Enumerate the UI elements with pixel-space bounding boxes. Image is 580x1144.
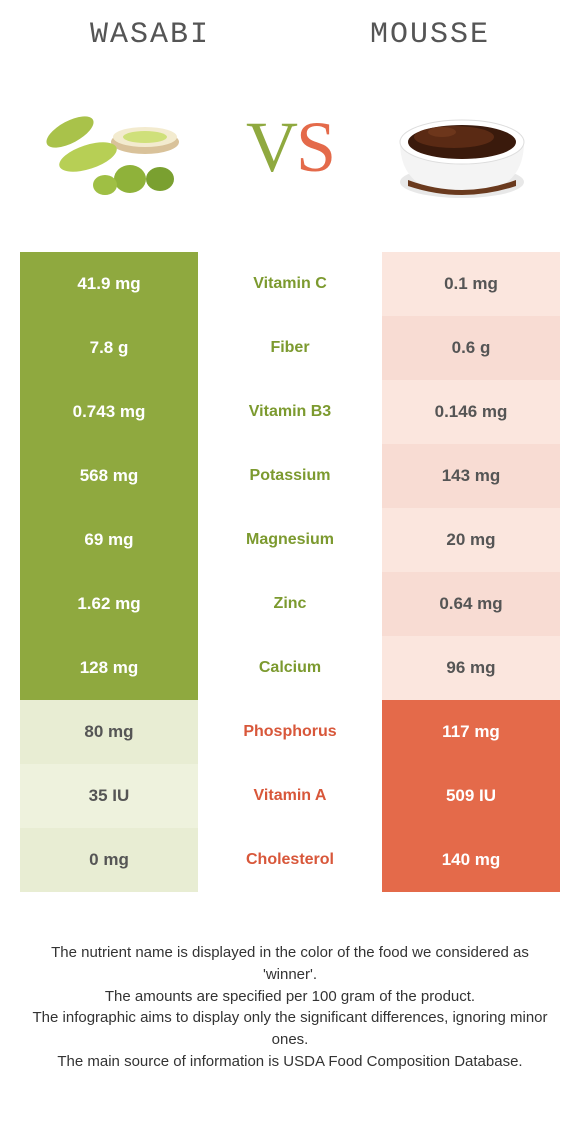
footer-notes: The nutrient name is displayed in the co… [0,892,580,1073]
food-right-title: MOUSSE [370,18,490,52]
nutrient-name: Cholesterol [200,828,380,892]
table-row: 1.62 mgZinc0.64 mg [20,572,560,636]
nutrient-name: Zinc [200,572,380,636]
value-right: 0.6 g [380,316,560,380]
value-right: 20 mg [380,508,560,572]
table-row: 41.9 mgVitamin C0.1 mg [20,252,560,316]
header-row: WASABI MOUSSE [0,0,580,62]
table-row: 80 mgPhosphorus117 mg [20,700,560,764]
value-right: 0.1 mg [380,252,560,316]
value-left: 0.743 mg [20,380,200,444]
mousse-image [375,82,550,212]
table-row: 7.8 gFiber0.6 g [20,316,560,380]
vs-v: V [246,107,296,187]
value-right: 143 mg [380,444,560,508]
value-left: 80 mg [20,700,200,764]
nutrient-name: Vitamin A [200,764,380,828]
wasabi-image [30,82,205,212]
value-left: 7.8 g [20,316,200,380]
image-row: VS [0,62,580,252]
value-left: 128 mg [20,636,200,700]
value-right: 117 mg [380,700,560,764]
nutrient-name: Potassium [200,444,380,508]
footer-line: The main source of information is USDA F… [30,1051,550,1073]
vs-s: S [296,107,334,187]
nutrient-table: 41.9 mgVitamin C0.1 mg7.8 gFiber0.6 g0.7… [20,252,560,892]
value-right: 140 mg [380,828,560,892]
table-row: 568 mgPotassium143 mg [20,444,560,508]
nutrient-name: Magnesium [200,508,380,572]
value-right: 509 IU [380,764,560,828]
nutrient-name: Fiber [200,316,380,380]
table-row: 35 IUVitamin A509 IU [20,764,560,828]
value-left: 35 IU [20,764,200,828]
food-left-title: WASABI [90,18,210,52]
value-left: 1.62 mg [20,572,200,636]
vs-label: VS [246,106,334,189]
table-row: 69 mgMagnesium20 mg [20,508,560,572]
footer-line: The amounts are specified per 100 gram o… [30,986,550,1008]
value-left: 0 mg [20,828,200,892]
table-row: 128 mgCalcium96 mg [20,636,560,700]
value-left: 41.9 mg [20,252,200,316]
table-row: 0.743 mgVitamin B30.146 mg [20,380,560,444]
nutrient-name: Calcium [200,636,380,700]
nutrient-name: Vitamin B3 [200,380,380,444]
footer-line: The nutrient name is displayed in the co… [30,942,550,986]
nutrient-name: Vitamin C [200,252,380,316]
table-row: 0 mgCholesterol140 mg [20,828,560,892]
value-right: 96 mg [380,636,560,700]
value-right: 0.146 mg [380,380,560,444]
nutrient-name: Phosphorus [200,700,380,764]
value-right: 0.64 mg [380,572,560,636]
footer-line: The infographic aims to display only the… [30,1007,550,1051]
value-left: 568 mg [20,444,200,508]
value-left: 69 mg [20,508,200,572]
